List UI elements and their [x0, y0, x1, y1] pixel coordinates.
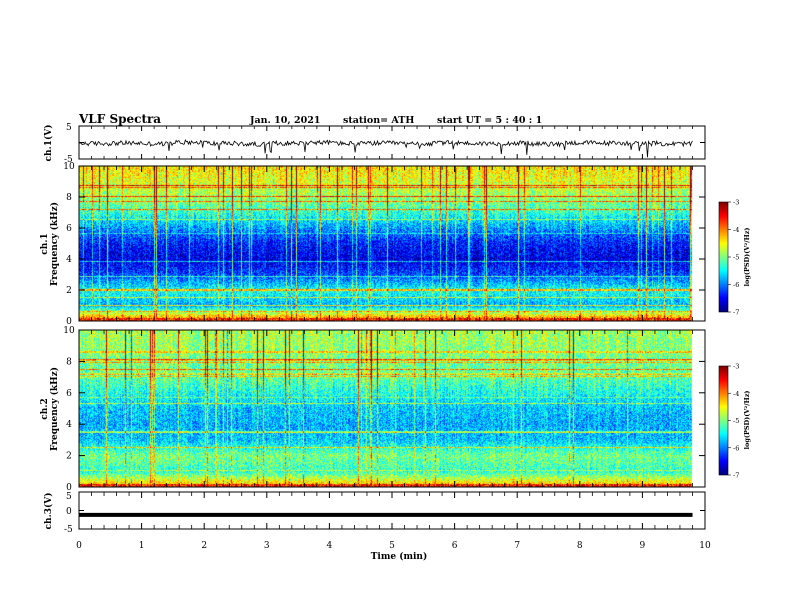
time-axis-tick-10: 10 [699, 541, 711, 551]
time-axis-tick-2: 2 [201, 541, 207, 551]
ch1-spectrogram-ticks [78, 165, 706, 322]
spec1-ytick-label-4: 8 [66, 193, 72, 203]
ch2-spectrogram-image [79, 330, 705, 487]
ch1-spectrogram-ylabel: Frequency (kHz) [49, 202, 60, 286]
cb2-tick-label-4: -7 [733, 472, 739, 480]
ch1-spectrogram-panel: 0 2 4 6 8 10 ch.1 Frequency (kHz) -3 -4 -5 -6 -7 … [40, 162, 751, 327]
time-axis-tick-1: 1 [139, 541, 145, 551]
cb1-tick-label-3: -6 [733, 281, 739, 289]
ch3-waveform-ticks [78, 491, 706, 530]
ch1-spectrogram-image [79, 166, 705, 321]
date-label: Jan. 10, 2021 [249, 115, 320, 126]
figure-title: VLF Spectra [78, 112, 161, 126]
spec2-ytick-label-5: 10 [63, 326, 75, 336]
time-axis-tick-8: 8 [577, 541, 583, 551]
spec2-ytick-label-1: 2 [66, 452, 72, 462]
spec2-ytick-label-4: 8 [66, 357, 72, 367]
spec1-ytick-label-1: 2 [66, 286, 72, 296]
ch2-colorbar: -3 -4 -5 -6 -7 log(PSD)(V²/Hz) [718, 363, 751, 480]
cb1-tick-label-0: -3 [733, 199, 739, 207]
ch2-spectrogram-ticks [78, 329, 706, 488]
ch2-spectrogram-panel: 0 2 4 6 8 10 ch.2 Frequency (kHz) -3 -4 -5 -6 -7 … [40, 326, 751, 493]
ch3-waveform-ylabel: ch.3(V) [43, 493, 54, 530]
cb2-tick-label-0: -3 [733, 363, 739, 371]
ch1-colorbar-gradient [719, 202, 728, 312]
spec2-ytick-label-3: 6 [66, 389, 72, 399]
ch1-colorbar-label: log(PSD)(V²/Hz) [743, 228, 751, 287]
ch1-ytick-top: 5 [66, 123, 72, 133]
time-axis-tick-4: 4 [327, 541, 333, 551]
ch2-spectrogram-ytick-labels: 0 2 4 6 8 10 [63, 326, 75, 493]
spec2-ytick-label-0: 0 [66, 483, 72, 493]
ch2-colorbar-ticks: -3 -4 -5 -6 -7 [728, 363, 739, 480]
ch1-ytick-bottom: -5 [64, 155, 73, 165]
cb2-tick-label-1: -4 [733, 390, 739, 398]
ch1-colorbar-ticks: -3 -4 -5 -6 -7 [728, 199, 739, 317]
station-label: station= ATH [343, 115, 414, 126]
spec1-ytick-label-5: 10 [63, 162, 75, 172]
time-axis-tick-6: 6 [452, 541, 458, 551]
time-axis-tick-9: 9 [640, 541, 646, 551]
spec1-ytick-label-2: 4 [66, 255, 72, 265]
ch3-ytick-bottom: -5 [64, 525, 73, 535]
time-axis-tick-3: 3 [264, 541, 270, 551]
start-ut-label: start UT = 5 : 40 : 1 [437, 115, 542, 126]
ch1-waveform-panel: 5 -5 ch.1(V) [43, 123, 706, 165]
time-axis-tick-7: 7 [514, 541, 520, 551]
ch2-colorbar-wrap [719, 366, 728, 475]
ch2-spectrogram-ylabel-channel: ch.2 [40, 398, 50, 419]
ch1-waveform-trace [78, 139, 693, 158]
ch1-spectrogram-canvas-wrap [79, 166, 705, 321]
cb1-tick-label-2: -5 [733, 254, 739, 262]
ch1-waveform-ticks [78, 125, 706, 160]
spec1-ytick-label-0: 0 [66, 317, 72, 327]
time-axis-tick-labels: 0 1 2 3 4 5 6 7 8 9 10 [76, 541, 711, 551]
cb2-tick-label-3: -6 [733, 444, 739, 452]
ch1-colorbar-wrap [719, 202, 728, 312]
ch2-spectrogram-canvas-wrap [79, 330, 705, 487]
ch1-colorbar: -3 -4 -5 -6 -7 log(PSD)(V²/Hz) [718, 199, 751, 317]
ch3-ytick-middle: 0 [66, 507, 72, 517]
cb2-tick-label-2: -5 [733, 417, 739, 425]
ch1-waveform-ylabel: ch.1(V) [43, 125, 54, 162]
ch1-spectrogram-ytick-labels: 0 2 4 6 8 10 [63, 162, 75, 327]
ch3-waveform-panel: 5 0 -5 ch.3(V) 0 1 2 3 4 5 6 7 8 9 10 Time (min) [43, 491, 711, 562]
time-axis-tick-0: 0 [76, 541, 82, 551]
ch2-colorbar-gradient [719, 366, 728, 475]
cb1-tick-label-4: -7 [733, 309, 739, 317]
ch3-ytick-top: 5 [66, 492, 72, 502]
time-axis-tick-5: 5 [389, 541, 395, 551]
ch2-spectrogram-ylabel: Frequency (kHz) [49, 367, 60, 451]
spec1-ytick-label-3: 6 [66, 224, 72, 234]
ch2-colorbar-label: log(PSD)(V²/Hz) [743, 391, 751, 450]
cb1-tick-label-1: -4 [733, 226, 739, 234]
ch1-spectrogram-ylabel-channel: ch.1 [40, 233, 50, 254]
time-axis-label: Time (min) [371, 551, 428, 562]
spec2-ytick-label-2: 4 [66, 420, 72, 430]
